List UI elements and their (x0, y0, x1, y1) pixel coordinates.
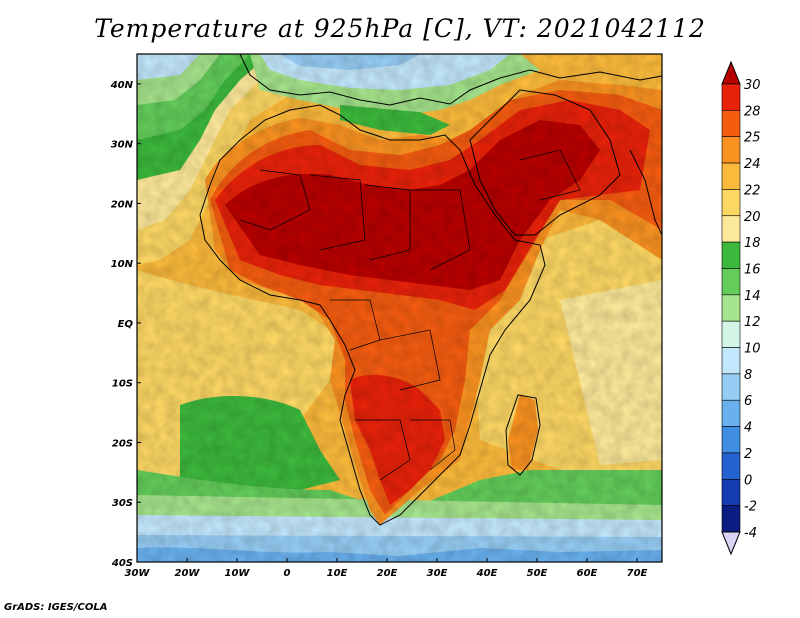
temperature-field (137, 54, 662, 562)
colorbar-swatch (721, 241, 741, 269)
lon-axis: 30W 20W 10W 0 10E 20E 30E 40E 50E 60E 70E (125, 558, 648, 579)
colorbar-swatch (721, 399, 741, 427)
colorbar-swatch (721, 268, 741, 296)
lon-tick-label: 60E (577, 568, 598, 579)
colorbar-swatch (721, 294, 741, 322)
lon-tick-label: 20W (175, 568, 201, 579)
map-frame (136, 53, 663, 563)
colorbar-label: 25 (744, 131, 761, 146)
colorbar-label: 30 (744, 78, 761, 93)
lat-tick-label: 30N (111, 140, 134, 151)
colorbar-bottom-triangle (721, 531, 741, 556)
colorbar-swatch (721, 452, 741, 480)
lat-tick-label: 20S (112, 438, 133, 449)
colorbar-swatch (721, 162, 741, 190)
africa-coastline (199, 104, 546, 526)
colorbar-top-triangle (721, 60, 741, 85)
colorbar-label: 0 (744, 473, 752, 488)
colorbar-label: 12 (744, 315, 761, 330)
credit-text: GrADS: IGES/COLA (4, 602, 108, 613)
europe-coastline (239, 54, 662, 106)
colorbar-swatch (721, 373, 741, 401)
colorbar-label: 28 (744, 104, 761, 119)
lon-tick-label: 40E (476, 568, 498, 579)
colorbar-swatch (721, 478, 741, 506)
lon-tick-label: 20E (377, 568, 398, 579)
colorbar-label: -2 (744, 500, 757, 515)
colorbar-label: 16 (744, 262, 761, 277)
colorbar-label: 8 (744, 368, 752, 383)
colorbar-label: 4 (744, 421, 752, 436)
colorbar-label: 20 (744, 210, 761, 225)
lon-tick-label: 10W (225, 568, 251, 579)
lat-tick-label: 40S (111, 558, 133, 569)
lat-tick-label: 10S (112, 379, 133, 390)
lon-tick-label: 50E (527, 568, 548, 579)
colorbar-label: 2 (744, 447, 752, 462)
lon-tick-label: 70E (627, 568, 648, 579)
colorbar-swatch (721, 189, 741, 217)
colorbar-label: 10 (744, 342, 761, 357)
lat-tick-label: 30S (112, 498, 133, 509)
lon-tick-label: 30E (427, 568, 448, 579)
arabia-coastline (469, 89, 621, 236)
colorbar-label: 6 (744, 394, 752, 409)
colorbar-swatch (721, 83, 741, 111)
lat-tick-label: 20N (111, 199, 134, 210)
lon-tick-label: 10E (327, 568, 348, 579)
lat-tick-label: 10N (111, 259, 134, 270)
lat-axis: 40N 30N 20N 10N EQ 10S 20S 30S 40S (110, 80, 141, 569)
country-borders (239, 149, 581, 481)
colorbar-swatch (721, 426, 741, 454)
chart-title: Temperature at 925hPa [C], VT: 202104211… (94, 14, 706, 43)
lon-tick-label: 0 (284, 568, 291, 579)
coastlines (199, 54, 662, 526)
lat-tick-label: EQ (118, 319, 134, 330)
colorbar-label: -4 (744, 526, 757, 541)
colorbar-label: 18 (744, 236, 761, 251)
colorbar-swatch (721, 505, 741, 533)
colorbar-swatch (721, 347, 741, 375)
colorbar-swatch (721, 136, 741, 164)
colorbar-swatch (721, 110, 741, 138)
colorbar-label: 22 (744, 183, 761, 198)
colorbar-label: 24 (744, 157, 761, 172)
colorbar-swatch (721, 320, 741, 348)
colorbar-swatch (721, 215, 741, 243)
lat-tick-label: 40N (110, 80, 134, 91)
india-coastline (629, 149, 662, 236)
colorbar-label: 14 (744, 289, 761, 304)
lon-tick-label: 30W (125, 568, 151, 579)
madagascar-coastline (505, 394, 541, 476)
